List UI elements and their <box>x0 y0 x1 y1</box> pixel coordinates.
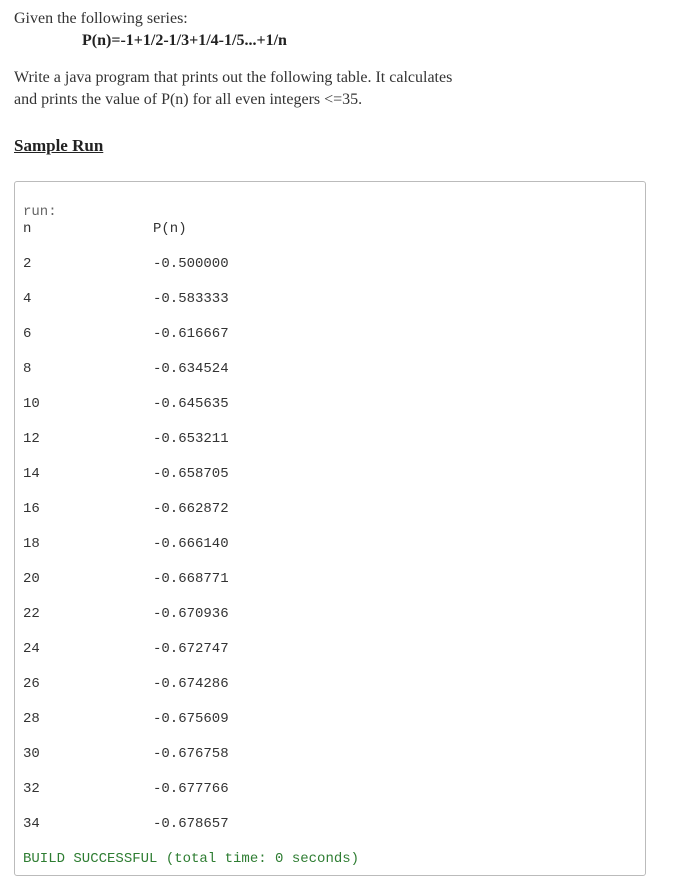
series-formula: P(n)=-1+1/2-1/3+1/4-1/5...+1/n <box>82 30 659 52</box>
table-header-p: P(n) <box>153 221 187 239</box>
table-row: 14-0.658705 <box>23 466 637 484</box>
intro-text: Given the following series: <box>14 8 659 30</box>
task-line-2: and prints the value of P(n) for all eve… <box>14 89 659 111</box>
task-line-1: Write a java program that prints out the… <box>14 67 659 89</box>
table-row: 24-0.672747 <box>23 641 637 659</box>
table-row: 28-0.675609 <box>23 711 637 729</box>
sample-run-heading: Sample Run <box>14 134 659 158</box>
build-status: BUILD SUCCESSFUL (total time: 0 seconds) <box>23 851 359 867</box>
table-row: 22-0.670936 <box>23 606 637 624</box>
table-row: 10-0.645635 <box>23 396 637 414</box>
table-header-n: n <box>23 221 153 239</box>
table-row: 16-0.662872 <box>23 501 637 519</box>
console-output: run: nP(n) 2-0.500000 4-0.583333 6-0.616… <box>14 181 646 876</box>
table-row: 26-0.674286 <box>23 676 637 694</box>
table-row: 18-0.666140 <box>23 536 637 554</box>
table-row: 34-0.678657 <box>23 816 637 834</box>
table-row: 2-0.500000 <box>23 256 637 274</box>
table-row: 4-0.583333 <box>23 291 637 309</box>
run-label: run: <box>23 204 57 220</box>
table-row: 8-0.634524 <box>23 361 637 379</box>
table-row: 20-0.668771 <box>23 571 637 589</box>
table-row: 6-0.616667 <box>23 326 637 344</box>
table-row: 30-0.676758 <box>23 746 637 764</box>
table-row: 12-0.653211 <box>23 431 637 449</box>
table-row: 32-0.677766 <box>23 781 637 799</box>
